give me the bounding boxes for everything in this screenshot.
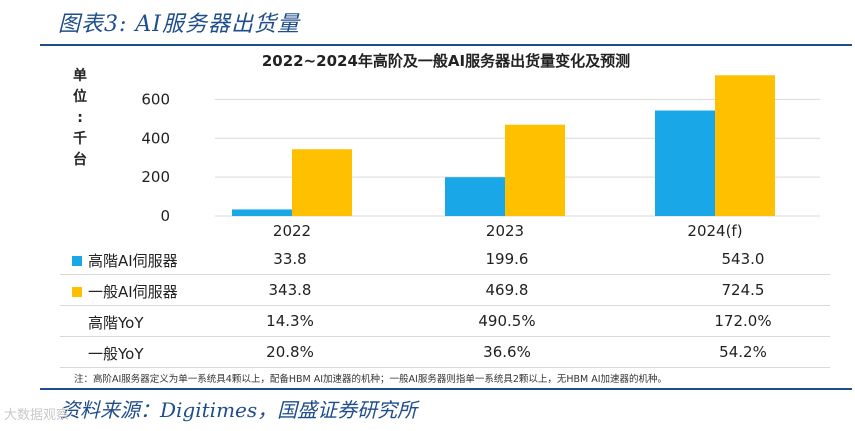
y-axis-unit-char: : xyxy=(77,110,83,126)
bottom-divider xyxy=(40,388,852,390)
table-row: 高階YoY 14.3% 490.5% 172.0% xyxy=(60,306,830,337)
row-label-high-end-yoy: 高階YoY xyxy=(88,314,144,332)
legend-label-high-end: 高階AI伺服器 xyxy=(88,252,178,270)
bar-general xyxy=(715,75,775,217)
legend-label-general: 一般AI伺服器 xyxy=(88,283,178,301)
table-cell: 36.6% xyxy=(483,343,531,361)
table-row: 一般YoY 20.8% 36.6% 54.2% xyxy=(60,337,830,368)
watermark: 大数据观察 xyxy=(4,408,70,423)
bar-general xyxy=(292,149,352,216)
y-axis-unit-label: 单位: 千台 xyxy=(70,66,90,171)
y-axis-unit-char: 位 xyxy=(73,89,87,105)
chart-title: 2022~2024年高阶及一般AI服务器出货量变化及预测 xyxy=(261,52,631,70)
table-cell: 172.0% xyxy=(714,312,772,330)
table-cell: 33.8 xyxy=(273,250,307,268)
x-tick-label: 2024(f) xyxy=(687,222,742,240)
bar-high-end xyxy=(232,209,292,216)
source-note: 资料来源：Digitimes，国盛证券研究所 xyxy=(60,398,418,422)
footnote: 注：高阶AI服务器定义为单一系统具4颗以上，配备HBM AI加速器的机种；一般A… xyxy=(74,374,668,385)
y-tick-label: 200 xyxy=(141,168,170,186)
table-cell: 20.8% xyxy=(266,343,314,361)
top-divider xyxy=(40,44,852,46)
bar-high-end xyxy=(655,110,715,216)
table-cell: 543.0 xyxy=(721,250,765,268)
x-tick-label: 2022 xyxy=(273,222,311,240)
data-table: 高階AI伺服器 33.8 199.6 543.0 一般AI伺服器 343.8 4… xyxy=(60,244,830,368)
table-cell: 490.5% xyxy=(478,312,536,330)
bar-general xyxy=(505,124,565,216)
table-row: 高階AI伺服器 33.8 199.6 543.0 xyxy=(60,244,830,275)
y-axis-unit-char: 单 xyxy=(73,68,87,84)
table-cell: 14.3% xyxy=(266,312,314,330)
table-cell: 469.8 xyxy=(485,281,529,299)
y-axis-unit-char: 千 xyxy=(73,131,87,147)
x-tick-label: 2023 xyxy=(486,222,524,240)
table-cell: 199.6 xyxy=(485,250,529,268)
table-cell: 54.2% xyxy=(719,343,767,361)
y-tick-label: 0 xyxy=(160,207,170,225)
bar-high-end xyxy=(445,177,505,216)
legend-swatch-high-end xyxy=(72,256,82,266)
legend-swatch-general xyxy=(72,287,82,297)
row-label-general-yoy: 一般YoY xyxy=(88,345,144,363)
table-cell: 724.5 xyxy=(721,281,765,299)
figure-title: 图表3: AI服务器出货量 xyxy=(58,12,300,37)
table-cell: 343.8 xyxy=(268,281,312,299)
y-tick-label: 400 xyxy=(141,129,170,147)
y-axis-unit-char: 台 xyxy=(73,152,87,168)
table-row: 一般AI伺服器 343.8 469.8 724.5 xyxy=(60,275,830,306)
y-tick-label: 600 xyxy=(141,90,170,108)
